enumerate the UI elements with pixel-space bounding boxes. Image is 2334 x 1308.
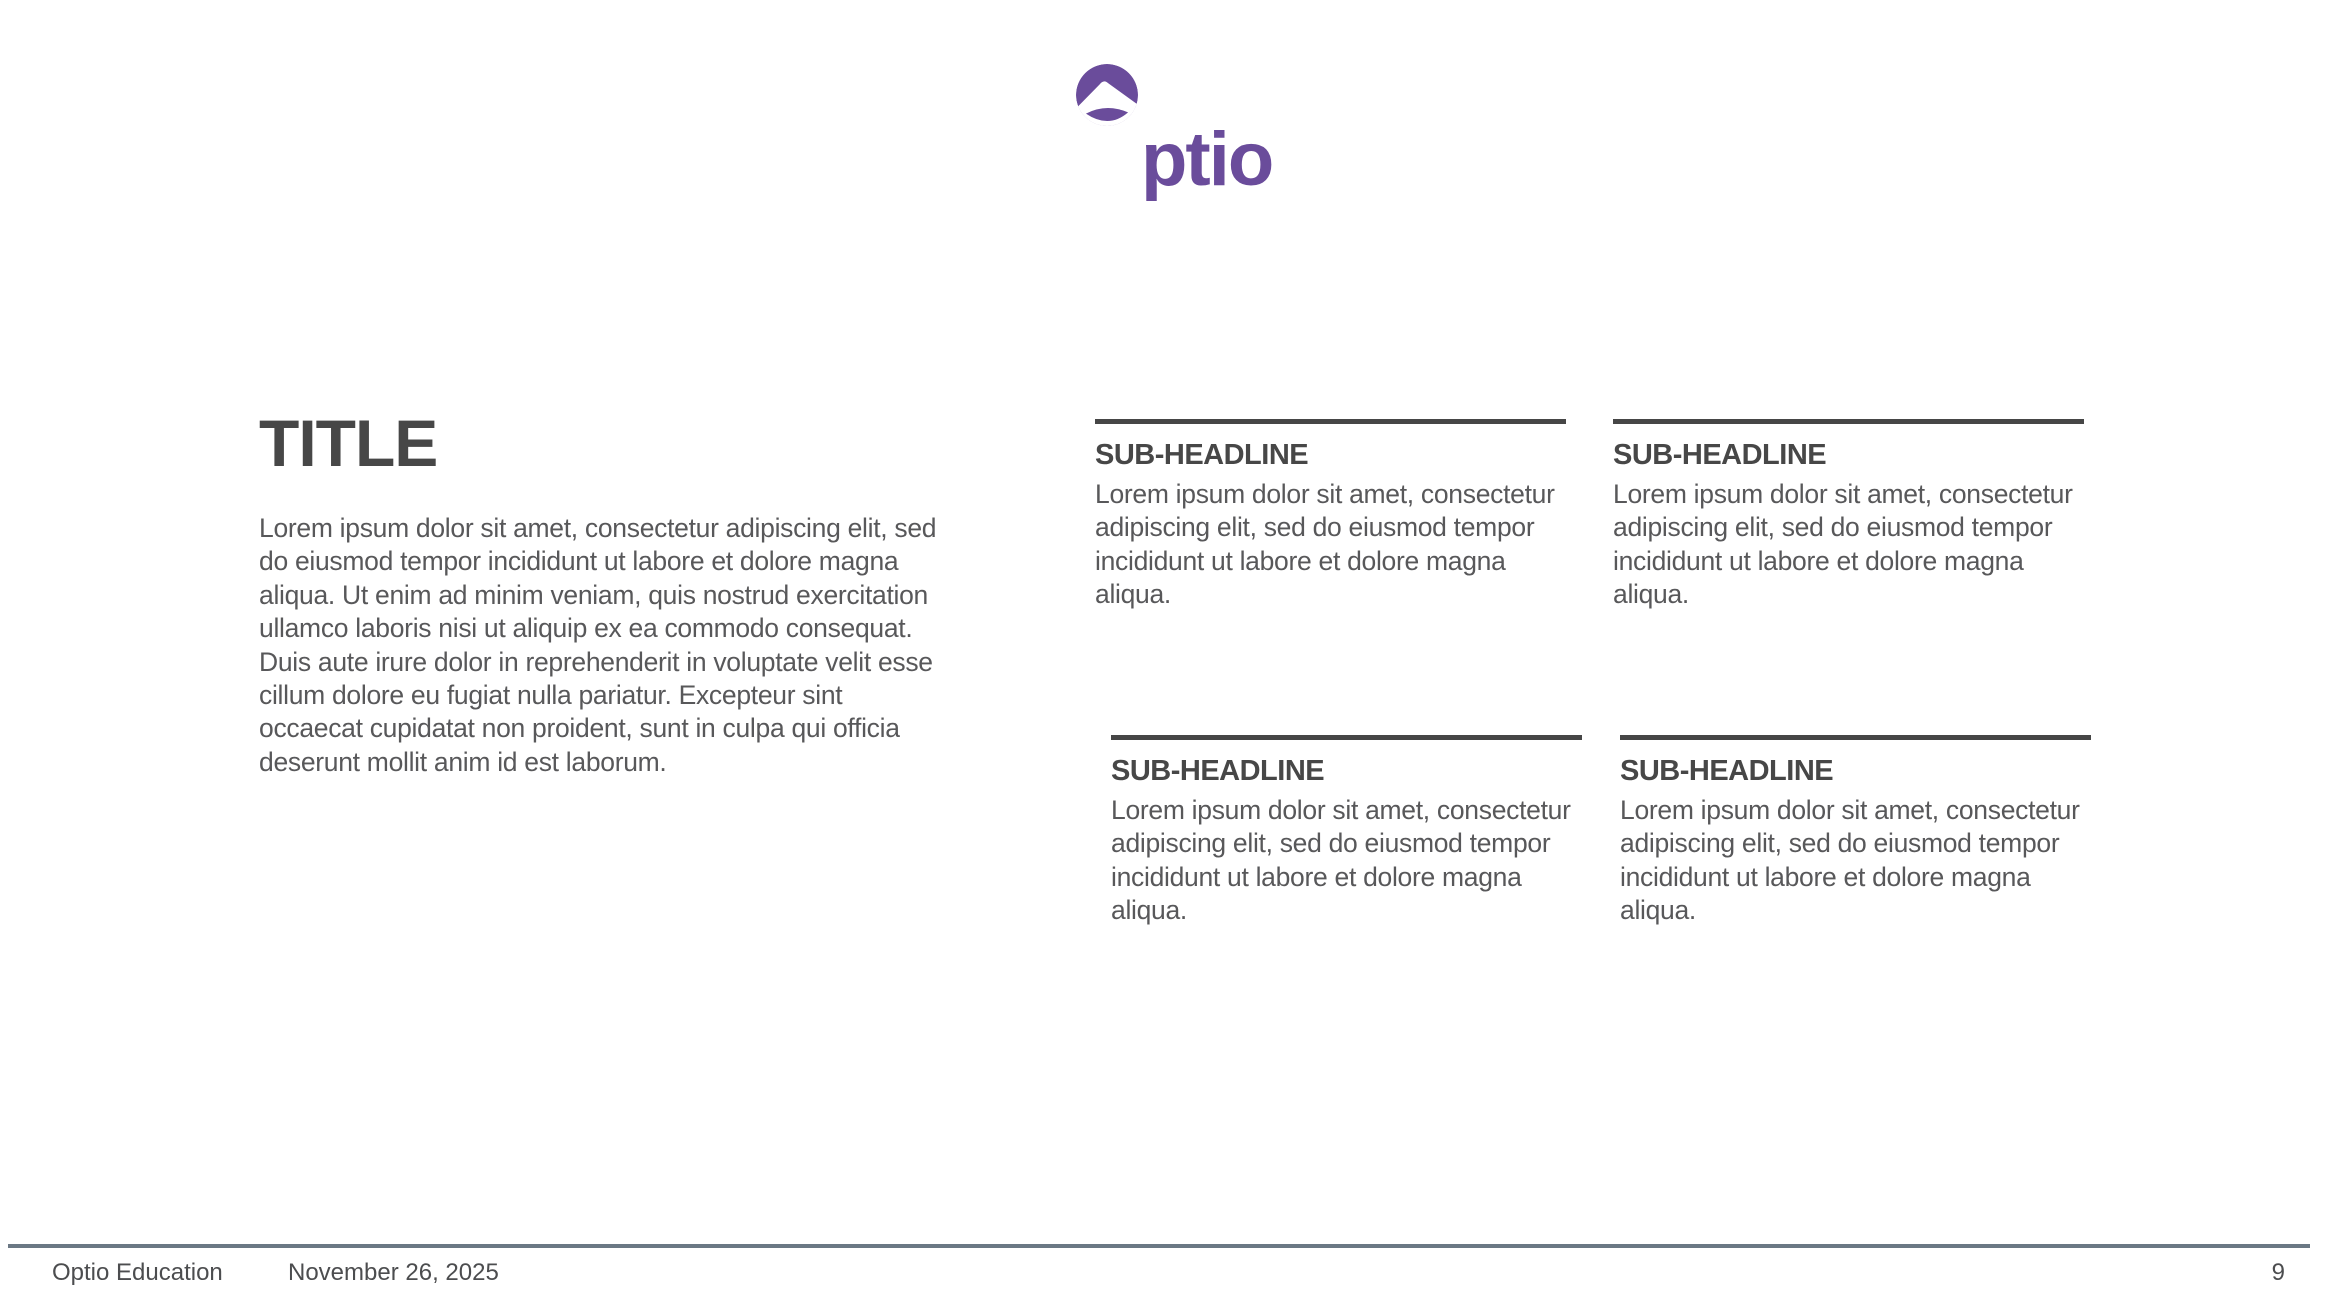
card-body: Lorem ipsum dolor sit amet, consectetur … [1620,794,2080,926]
page-number: 9 [2271,1259,2285,1286]
card-heading: SUB-HEADLINE [1111,755,1325,787]
optio-o-mountain-icon [1076,64,1138,126]
footer-date: November 26, 2025 [288,1259,499,1286]
logo-wordmark: ptio [1141,117,1274,202]
card-heading: SUB-HEADLINE [1613,439,1827,471]
card-body: Lorem ipsum dolor sit amet, consectetur … [1613,478,2073,610]
slide-title: TITLE [259,406,438,480]
footer-company: Optio Education [52,1259,223,1286]
card-top-rule [1111,735,1582,740]
card-top-rule [1620,735,2091,740]
info-card: SUB-HEADLINE Lorem ipsum dolor sit amet,… [1111,735,1582,927]
card-top-rule [1095,419,1566,424]
info-card: SUB-HEADLINE Lorem ipsum dolor sit amet,… [1613,419,2084,611]
card-heading: SUB-HEADLINE [1095,439,1309,471]
intro-paragraph: Lorem ipsum dolor sit amet, consectetur … [259,513,937,777]
card-heading: SUB-HEADLINE [1620,755,1834,787]
info-card: SUB-HEADLINE Lorem ipsum dolor sit amet,… [1095,419,1566,611]
card-top-rule [1613,419,2084,424]
card-body: Lorem ipsum dolor sit amet, consectetur … [1095,478,1555,610]
footer-rule [8,1244,2310,1248]
info-card: SUB-HEADLINE Lorem ipsum dolor sit amet,… [1620,735,2091,927]
card-body: Lorem ipsum dolor sit amet, consectetur … [1111,794,1571,926]
